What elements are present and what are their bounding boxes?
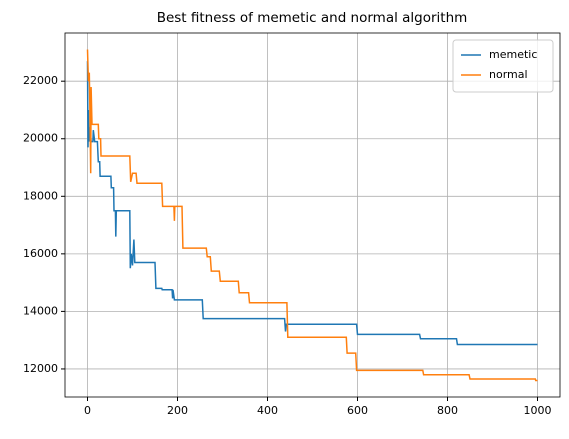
line-series <box>86 61 538 346</box>
x-tick-label: 400 <box>257 404 278 417</box>
y-tick-label: 16000 <box>23 247 58 260</box>
x-tick-label: 1000 <box>524 404 552 417</box>
legend-label: memetic <box>489 48 537 61</box>
x-tick-label: 0 <box>84 404 91 417</box>
chart-title: Best fitness of memetic and normal algor… <box>157 10 468 26</box>
y-tick-label: 20000 <box>23 132 58 145</box>
y-tick-label: 18000 <box>23 189 58 202</box>
x-tick-label: 800 <box>437 404 458 417</box>
y-tick-label: 14000 <box>23 304 58 317</box>
legend-label: normal <box>489 68 528 81</box>
y-tick-label: 12000 <box>23 362 58 375</box>
plot-frame <box>64 32 561 398</box>
y-tick-label: 22000 <box>23 74 58 87</box>
line-series <box>86 49 538 382</box>
x-tick-label: 600 <box>347 404 368 417</box>
x-tick-label: 200 <box>167 404 188 417</box>
legend-box <box>452 39 554 93</box>
